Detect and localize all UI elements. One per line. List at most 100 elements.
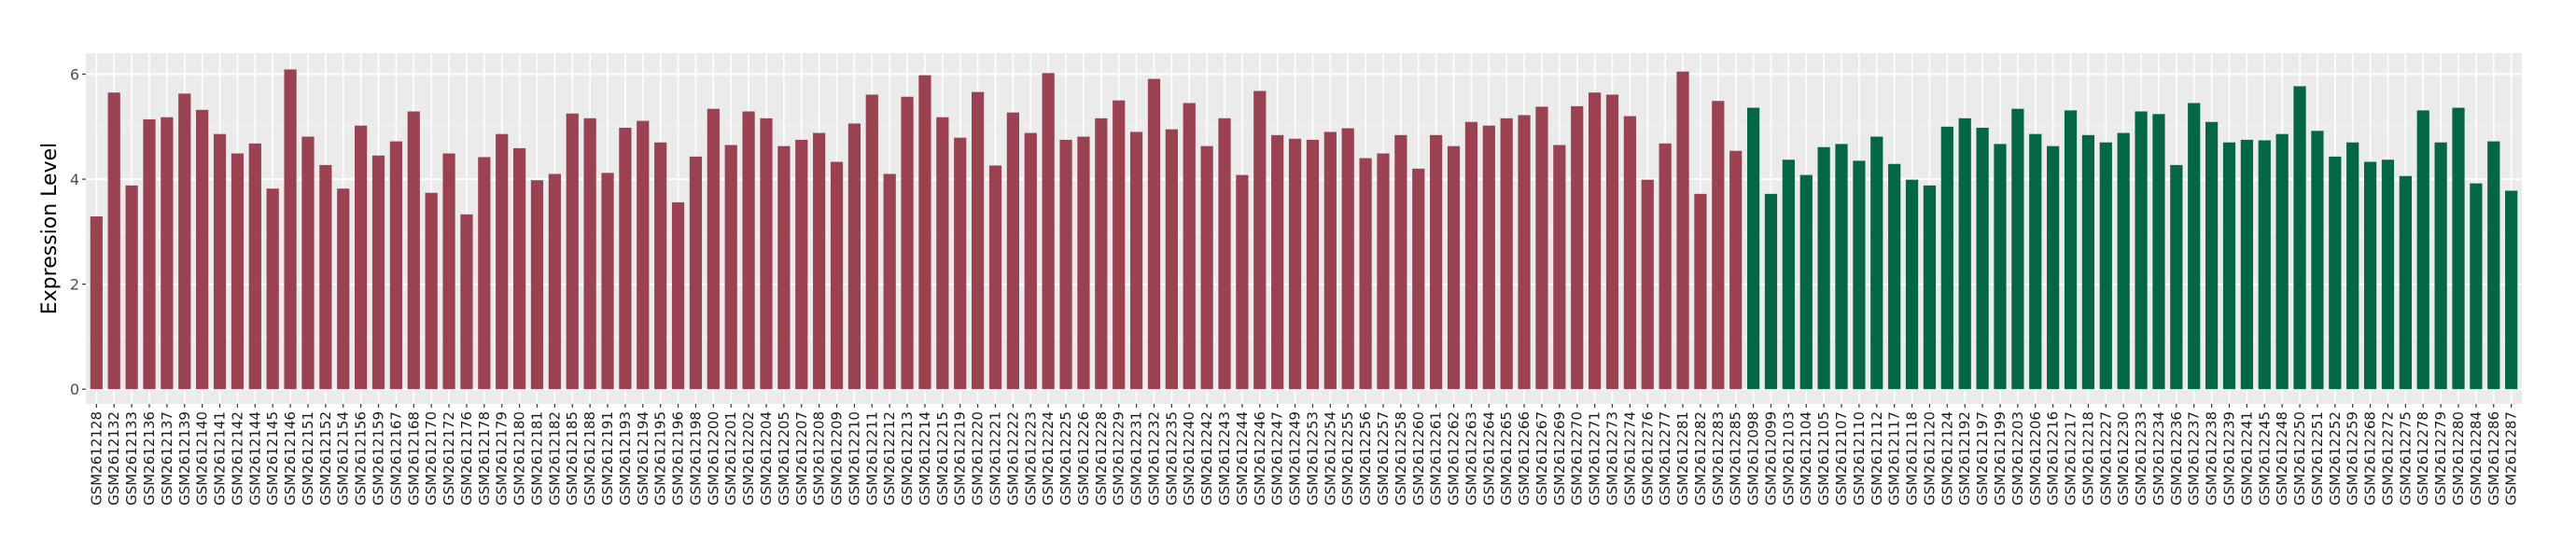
bar-GSM2612284 [2470,183,2483,390]
bar-GSM2612274 [1623,116,1636,390]
x-tick-label: GSM2612216 [2045,411,2062,506]
y-axis-title: Expression Level [38,143,62,315]
x-axis: GSM2612128 GSM2612132 GSM2612133 GSM2612136… [88,404,2520,506]
x-tick-label: GSM2612241 [2238,411,2255,506]
x-tick-label: GSM2612249 [1287,411,1304,506]
bar-GSM2612212 [883,173,896,390]
bar-GSM2612197 [1976,127,1989,390]
bar-GSM2612271 [1589,92,1602,390]
bar-GSM2612260 [1412,168,1425,390]
bar-GSM2612221 [988,165,1002,390]
x-tick-label: GSM2612128 [88,411,105,506]
bar-GSM2612207 [795,139,808,390]
x-tick-label: GSM2612264 [1480,411,1497,506]
bar-GSM2612264 [1482,125,1495,390]
x-tick-label: GSM2612237 [2186,411,2203,506]
x-tick-label: GSM2612275 [2397,411,2414,506]
x-tick-label: GSM2612200 [705,411,721,506]
bar-GSM2612258 [1394,134,1407,390]
x-tick-label: GSM2612221 [987,411,1004,506]
x-tick-label: GSM2612118 [1904,411,1921,506]
bar-GSM2612204 [760,118,773,390]
bar-GSM2612225 [1059,139,1072,390]
bar-GSM2612105 [1817,146,1830,390]
x-tick-label: GSM2612159 [371,411,387,506]
x-tick-label: GSM2612207 [793,411,810,506]
x-tick-label: GSM2612223 [1022,411,1039,506]
x-tick-label: GSM2612205 [776,411,792,506]
x-tick-label: GSM2612287 [2503,411,2520,506]
bar-GSM2612193 [619,127,632,390]
x-tick-label: GSM2612098 [1745,411,1762,506]
bar-GSM2612139 [178,93,191,390]
bar-GSM2612238 [2205,121,2219,390]
x-tick-label: GSM2612224 [1040,411,1057,506]
bar-GSM2612208 [813,132,826,390]
bar-GSM2612249 [1288,138,1302,390]
bar-GSM2612196 [671,201,685,390]
bar-GSM2612133 [125,185,138,390]
bar-GSM2612107 [1835,144,1848,390]
bar-GSM2612170 [425,192,438,390]
bar-GSM2612191 [601,173,614,390]
x-tick-label: GSM2612196 [670,411,687,506]
bar-GSM2612268 [2363,161,2377,390]
x-tick-label: GSM2612238 [2204,411,2220,506]
bar-GSM2612182 [548,173,561,390]
y-tick-label: 0 [70,381,79,398]
x-tick-label: GSM2612259 [2345,411,2361,506]
bar-GSM2612281 [1676,71,1689,390]
x-tick-label: GSM2612247 [1269,411,1286,506]
bar-GSM2612209 [830,161,844,390]
x-tick-label: GSM2612272 [2379,411,2396,506]
x-tick-label: GSM2612271 [1587,411,1603,506]
bar-GSM2612151 [301,136,315,390]
bar-GSM2612266 [1518,115,1531,390]
bar-GSM2612280 [2452,107,2465,390]
x-tick-label: GSM2612140 [194,411,211,506]
bar-GSM2612257 [1377,153,1390,390]
x-tick-label: GSM2612099 [1762,411,1779,506]
bar-GSM2612265 [1500,118,1513,390]
x-tick-label: GSM2612168 [405,411,422,506]
bar-GSM2612136 [143,118,156,390]
bar-GSM2612282 [1694,193,1707,390]
x-tick-label: GSM2612151 [300,411,316,506]
bar-GSM2612118 [1905,179,1919,390]
bar-GSM2612273 [1605,94,1619,390]
x-tick-label: GSM2612146 [282,411,299,506]
bar-GSM2612226 [1077,136,1090,390]
bar-GSM2612145 [266,188,279,390]
x-tick-label: GSM2612258 [1393,411,1409,506]
bar-GSM2612210 [847,123,861,390]
bar-GSM2612267 [1535,106,1548,390]
x-tick-label: GSM2612266 [1516,411,1533,506]
bar-GSM2612234 [2152,114,2165,390]
bar-GSM2612146 [284,69,297,390]
x-tick-label: GSM2612188 [581,411,598,506]
x-tick-label: GSM2612220 [970,411,987,506]
x-tick-label: GSM2612206 [2027,411,2044,506]
x-tick-label: GSM2612254 [1322,411,1338,506]
bar-GSM2612216 [2047,146,2060,390]
bar-GSM2612236 [2170,164,2183,390]
x-tick-label: GSM2612232 [1145,411,1162,506]
x-tick-label: GSM2612243 [1216,411,1233,506]
x-tick-label: GSM2612230 [2115,411,2132,506]
x-tick-label: GSM2612217 [2063,411,2079,506]
x-tick-label: GSM2612273 [1603,411,1620,506]
x-tick-label: GSM2612279 [2432,411,2449,506]
x-tick-label: GSM2612284 [2468,411,2485,506]
bar-GSM2612099 [1764,193,1778,390]
x-tick-label: GSM2612194 [635,411,651,506]
bar-GSM2612217 [2064,110,2078,390]
y-tick-label: 2 [70,276,79,294]
bar-GSM2612263 [1464,121,1478,390]
bar-GSM2612259 [2346,142,2359,390]
bar-GSM2612192 [1958,118,1971,390]
bars [90,69,2518,390]
bar-GSM2612230 [2117,132,2130,390]
x-tick-label: GSM2612211 [863,411,880,506]
x-tick-label: GSM2612203 [2009,411,2026,506]
bar-GSM2612240 [1183,103,1196,390]
